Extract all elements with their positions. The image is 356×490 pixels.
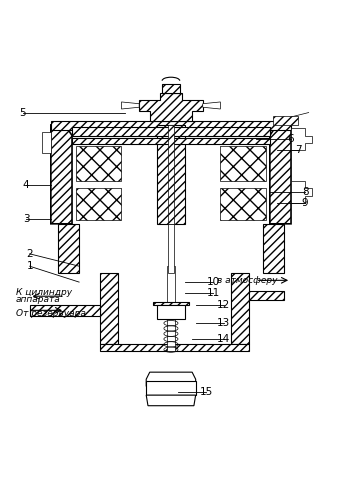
Bar (162, 84, 180, 93)
Text: в атмосферу: в атмосферу (217, 276, 277, 285)
Bar (157, 125, 185, 224)
Text: 2: 2 (26, 249, 33, 259)
Polygon shape (263, 224, 284, 273)
Text: 12: 12 (217, 300, 231, 310)
Polygon shape (291, 181, 312, 202)
Text: 7: 7 (295, 145, 302, 155)
Bar (167, 266, 176, 351)
Polygon shape (121, 102, 139, 109)
Polygon shape (146, 395, 196, 406)
Text: 8: 8 (302, 187, 308, 197)
Bar (157, 305, 185, 319)
Bar (75, 189, 121, 220)
Polygon shape (146, 372, 196, 386)
Text: 9: 9 (302, 197, 308, 208)
Bar (72, 127, 270, 136)
Polygon shape (58, 224, 79, 273)
Polygon shape (51, 122, 291, 130)
Text: 4: 4 (23, 180, 30, 190)
Text: 6: 6 (288, 134, 294, 144)
Polygon shape (270, 125, 291, 224)
Text: 15: 15 (200, 387, 213, 396)
Bar (168, 224, 174, 273)
Polygon shape (291, 128, 312, 149)
Text: 11: 11 (207, 288, 220, 298)
Bar (75, 146, 121, 181)
Bar (30, 305, 100, 316)
Bar (168, 125, 174, 224)
Polygon shape (100, 273, 118, 344)
Polygon shape (100, 344, 248, 351)
Text: 13: 13 (217, 318, 231, 328)
Bar (72, 138, 270, 145)
Text: 1: 1 (26, 261, 33, 271)
Polygon shape (51, 125, 72, 224)
Bar (220, 146, 266, 181)
Text: аппарата: аппарата (16, 295, 60, 304)
Text: 3: 3 (23, 214, 30, 223)
Text: К цилиндру: К цилиндру (16, 288, 72, 297)
Polygon shape (42, 132, 51, 153)
Text: 5: 5 (19, 107, 26, 118)
Bar (220, 189, 266, 220)
Text: 10: 10 (207, 277, 220, 287)
Polygon shape (231, 273, 248, 344)
Bar (146, 381, 196, 395)
Polygon shape (203, 102, 220, 109)
Bar (273, 116, 298, 125)
Text: 14: 14 (217, 334, 231, 343)
Bar (248, 291, 284, 300)
Polygon shape (139, 93, 203, 122)
Text: От резервуара: От резервуара (16, 309, 85, 318)
Bar (153, 302, 189, 305)
